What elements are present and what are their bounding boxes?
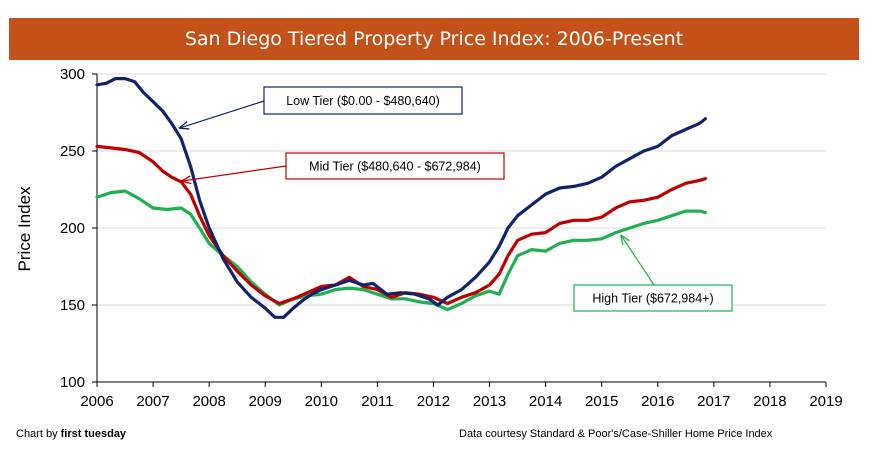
callouts: Low Tier ($0.00 - $480,640) Mid Tier ($48… [180, 86, 733, 312]
callout-box-low-tier [263, 86, 463, 115]
series-line-high-tier [95, 189, 708, 312]
x-tick-label: 2017 [697, 393, 730, 410]
callout-label-low-tier: Low Tier ($0.00 - $480,640) [286, 94, 440, 108]
footer-credit: Chart by first tuesday [16, 428, 126, 440]
y-tick-label: 250 [60, 143, 85, 160]
x-tick-label: 2008 [192, 393, 225, 410]
callout-arrow-high-tier [621, 236, 655, 286]
series-line-low-tier [95, 76, 708, 319]
y-tick-label: 200 [60, 220, 85, 237]
x-tick-label: 2018 [753, 393, 786, 410]
footer-source: Data courtesy Standard & Poor's/Case-Shi… [459, 428, 773, 440]
callout-arrow-mid-tier [182, 165, 287, 181]
callout-box-high-tier [573, 284, 733, 312]
callout-arrow-low-tier [180, 100, 265, 128]
footer-brand: first tuesday [60, 428, 127, 440]
y-tick-label: 300 [60, 66, 85, 83]
x-tick-label: 2012 [417, 393, 450, 410]
x-tick-label: 2013 [473, 393, 506, 410]
x-tick-label: 2011 [361, 393, 393, 410]
callout-box-mid-tier [285, 152, 505, 180]
series [95, 76, 708, 319]
x-tick-label: 2016 [641, 393, 674, 410]
chart-title: San Diego Tiered Property Price Index: 2… [9, 18, 859, 60]
x-tick-label: 2014 [529, 393, 562, 410]
x-tick-label: 2015 [585, 393, 618, 410]
axes: 100 150 200 250 300 2006 2007 2008 2009 2010 2011 2… [60, 66, 843, 410]
x-tick-label: 2010 [305, 393, 338, 410]
y-tick-label: 100 [60, 374, 85, 391]
footer-credit-prefix: Chart by [16, 428, 61, 440]
series-line-mid-tier [95, 144, 708, 306]
x-tick-label: 2006 [80, 393, 113, 410]
y-tick-label: 150 [60, 297, 85, 314]
x-tick-label: 2009 [249, 393, 282, 410]
callout-label-high-tier: High Tier ($672,984+) [592, 292, 713, 306]
x-tick-label: 2019 [809, 393, 842, 410]
y-axis-label: Price Index [15, 186, 34, 272]
x-tick-label: 2007 [136, 393, 169, 410]
callout-label-mid-tier: Mid Tier ($480,640 - $672,984) [309, 160, 481, 174]
